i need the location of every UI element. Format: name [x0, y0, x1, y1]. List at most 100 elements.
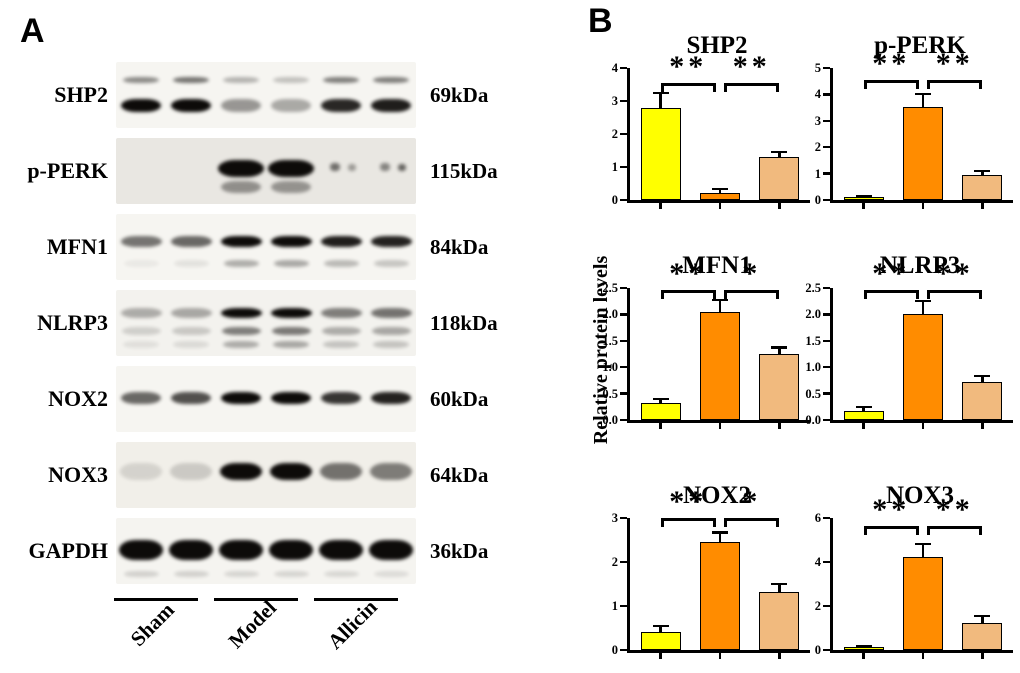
significance-bracket [724, 83, 780, 92]
y-tick [620, 648, 627, 652]
error-bar-cap [771, 582, 788, 585]
blot-band [323, 340, 359, 348]
x-tick [778, 653, 781, 659]
x-tick [718, 653, 722, 659]
bar-sham [640, 108, 681, 200]
y-tick-label: 2 [611, 127, 618, 141]
blot-band [373, 571, 409, 578]
y-tick [823, 119, 830, 122]
bar-model [903, 314, 943, 420]
y-tick-label: 1 [814, 166, 821, 181]
blot-strip [116, 214, 416, 280]
error-bar-line [862, 196, 865, 199]
significance-bracket [724, 290, 780, 299]
blot-band [330, 163, 340, 172]
blot-band [123, 340, 159, 348]
chart-mfn1: MFN1 0.0 0.5 1.0 1.5 2.0 2.5 ** * [587, 252, 827, 444]
error-bar-cap [652, 92, 669, 95]
protein-label: MFN1 [46, 234, 108, 259]
y-tick-label: 1.0 [805, 360, 821, 375]
blot-group-labels: Sham Model Allicin [108, 595, 408, 673]
chart-title: NOX3 [885, 482, 955, 509]
blot-row: GAPDH 36kDa [8, 518, 498, 584]
y-tick-label: 3 [611, 94, 618, 108]
blot-band [171, 99, 211, 113]
error-bar-line [921, 301, 925, 316]
error-bar-cap [915, 543, 931, 546]
error-bar-cap [974, 169, 991, 172]
bar-allicin [759, 354, 800, 420]
error-bar-line [778, 347, 781, 355]
blot-band [321, 99, 361, 113]
blot-band [270, 236, 312, 248]
y-tick [620, 66, 627, 70]
blot-row: SHP2 69kDa [8, 62, 498, 128]
y-tick [823, 560, 830, 564]
blot-band [223, 260, 259, 267]
y-tick-label: 1 [611, 599, 618, 613]
blot-band [319, 463, 363, 481]
y-tick-label: 2.5 [805, 281, 821, 295]
bar-model [903, 556, 943, 650]
significance-bracket [724, 518, 780, 527]
y-tick [620, 366, 627, 369]
bar-model [700, 311, 740, 420]
bar-sham [640, 631, 681, 650]
chart-title: p-PERK [874, 32, 966, 59]
error-bar-cap [652, 624, 669, 628]
blot-band [120, 236, 162, 248]
blot-band [173, 571, 209, 578]
y-tick-label: 0.5 [805, 386, 821, 401]
significance-bracket [863, 526, 919, 535]
y-tick-label: 1.5 [805, 333, 821, 348]
significance-stars: * [742, 257, 762, 290]
bar-allicin [962, 174, 1003, 200]
blot-band [273, 76, 309, 83]
y-tick [823, 366, 830, 369]
blot-band [270, 308, 312, 319]
significance-stars: ** [872, 47, 911, 80]
blot-band [121, 99, 161, 113]
blot-band [323, 76, 359, 83]
blot-band [169, 539, 213, 560]
protein-label: GAPDH [28, 538, 108, 563]
significance-stars: ** [935, 493, 974, 526]
y-tick-label: 6 [814, 511, 821, 525]
error-bar-line [659, 93, 662, 110]
y-tick [823, 418, 830, 422]
significance-bracket [863, 290, 919, 299]
protein-label: SHP2 [54, 82, 108, 107]
blot-band [170, 308, 212, 319]
significance-bracket [927, 80, 983, 89]
chart-title: SHP2 [686, 32, 748, 59]
blot-band [373, 340, 409, 348]
blot-band [273, 571, 309, 578]
error-bar-line [778, 584, 781, 593]
x-tick [981, 653, 984, 659]
blot-strip [116, 138, 416, 204]
chart-shp2: SHP2 0 1 2 3 4 ** ** [587, 32, 827, 224]
blot-band [371, 391, 411, 404]
x-tick [659, 423, 662, 429]
error-bar-cap [915, 93, 931, 96]
bar-model [700, 192, 740, 200]
y-tick-label: 3 [611, 511, 618, 525]
panel-b-label: B [588, 2, 613, 40]
y-tick-label: 0 [611, 643, 618, 657]
x-tick [778, 423, 781, 429]
y-tick [620, 286, 627, 290]
blot-band [398, 163, 406, 171]
chart-p-perk: p-PERK 0 1 2 3 4 5 ** ** [790, 32, 1020, 224]
error-bar-cap [974, 614, 991, 617]
molecular-weight-label: 69kDa [430, 82, 489, 107]
significance-stars: ** [732, 50, 771, 83]
blot-band [170, 236, 212, 248]
y-tick-label: 1 [611, 160, 618, 174]
y-tick [620, 165, 627, 169]
protein-label: NLRP3 [37, 310, 108, 335]
blot-band [273, 260, 309, 267]
blot-band [380, 163, 390, 172]
y-tick-label: 0.0 [805, 413, 821, 427]
bar-allicin [962, 381, 1003, 420]
